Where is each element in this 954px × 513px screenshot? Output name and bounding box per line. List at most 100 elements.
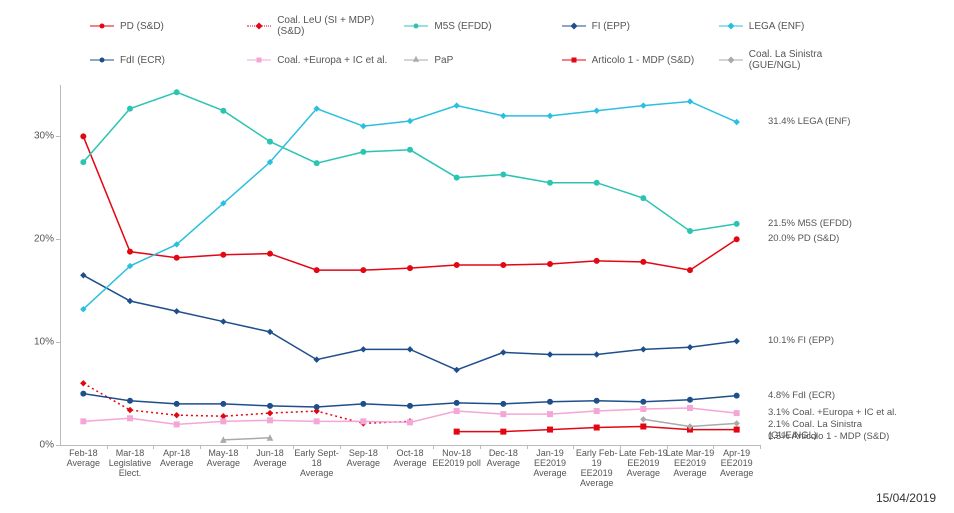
legend-item-pap: PaP xyxy=(404,49,555,71)
series-marker-pd xyxy=(641,259,646,264)
series-marker-europa xyxy=(314,419,319,424)
series-line-m5s xyxy=(83,92,736,231)
series-marker-lega xyxy=(501,113,506,118)
x-tick-label: Apr-19EE2019Average xyxy=(712,445,762,479)
series-marker-art1 xyxy=(594,425,599,430)
series-marker-europa xyxy=(128,416,133,421)
chart-lines xyxy=(60,85,760,445)
legend-swatch-icon xyxy=(247,21,271,31)
series-marker-lega xyxy=(641,103,646,108)
legend-label: Coal. +Europa + IC et al. xyxy=(277,55,387,66)
series-marker-art1 xyxy=(548,427,553,432)
series-marker-m5s xyxy=(268,139,273,144)
series-marker-fi xyxy=(501,350,506,355)
series-marker-lega xyxy=(548,113,553,118)
legend-swatch-icon xyxy=(247,55,271,65)
series-marker-m5s xyxy=(641,196,646,201)
series-marker-fdi xyxy=(594,398,599,403)
series-marker-pap xyxy=(221,437,226,442)
series-marker-pd xyxy=(548,261,553,266)
series-marker-m5s xyxy=(221,108,226,113)
series-marker-fdi xyxy=(221,401,226,406)
series-marker-m5s xyxy=(548,180,553,185)
series-marker-art1 xyxy=(454,429,459,434)
series-line-lega xyxy=(83,101,736,309)
series-marker-art1 xyxy=(734,427,739,432)
series-marker-lega xyxy=(688,99,693,104)
series-marker-fi xyxy=(174,309,179,314)
series-marker-m5s xyxy=(408,147,413,152)
legend-label: PaP xyxy=(434,55,453,66)
series-marker-fi xyxy=(688,345,693,350)
chart-date: 15/04/2019 xyxy=(876,491,936,505)
series-marker-leu xyxy=(221,414,226,419)
series-marker-fdi xyxy=(174,401,179,406)
legend: PD (S&D) Coal. LeU (SI + MDP) (S&D) M5S (E… xyxy=(90,15,870,71)
legend-item-lega: LEGA (ENF) xyxy=(719,15,870,37)
legend-label: PD (S&D) xyxy=(120,21,164,32)
x-tick-label: Early Feb-19EE2019Average xyxy=(572,445,622,489)
legend-item-m5s: M5S (EFDD) xyxy=(404,15,555,37)
x-tick-label: Feb-18Average xyxy=(58,445,108,469)
end-label-lega: 31.4% LEGA (ENF) xyxy=(768,117,850,127)
series-marker-leu xyxy=(81,381,86,386)
series-marker-fi xyxy=(734,339,739,344)
legend-item-sinistra: Coal. La Sinistra (GUE/NGL) xyxy=(719,49,870,71)
series-marker-m5s xyxy=(81,160,86,165)
series-marker-pd xyxy=(454,263,459,268)
series-marker-pd xyxy=(501,263,506,268)
series-marker-m5s xyxy=(174,90,179,95)
legend-label: FI (EPP) xyxy=(592,21,630,32)
series-marker-pd xyxy=(314,268,319,273)
series-marker-fi xyxy=(361,347,366,352)
series-line-fi xyxy=(83,275,736,370)
series-marker-m5s xyxy=(314,161,319,166)
series-marker-europa xyxy=(548,412,553,417)
series-marker-fdi xyxy=(548,399,553,404)
x-tick-label: May-18Average xyxy=(198,445,248,469)
x-tick-label: Late Mar-19EE2019Average xyxy=(665,445,715,479)
plot-area: 0%10%20%30%Feb-18AverageMar-18Legislativ… xyxy=(60,85,760,445)
end-label-europa: 3.1% Coal. +Europa + IC et al. xyxy=(768,408,897,418)
legend-item-pd: PD (S&D) xyxy=(90,15,241,37)
series-marker-europa xyxy=(641,407,646,412)
series-marker-fdi xyxy=(81,391,86,396)
polling-chart: PD (S&D) Coal. LeU (SI + MDP) (S&D) M5S (E… xyxy=(0,0,954,513)
series-marker-fi xyxy=(594,352,599,357)
series-marker-europa xyxy=(734,411,739,416)
series-marker-fdi xyxy=(641,399,646,404)
series-marker-fdi xyxy=(314,404,319,409)
series-marker-lega xyxy=(594,108,599,113)
x-tick-label: Jun-18Average xyxy=(245,445,295,469)
legend-swatch-icon xyxy=(90,21,114,31)
series-marker-europa xyxy=(501,412,506,417)
series-marker-europa xyxy=(454,409,459,414)
series-marker-m5s xyxy=(688,229,693,234)
series-line-pap xyxy=(223,438,270,440)
end-label-fi: 10.1% FI (EPP) xyxy=(768,336,834,346)
series-marker-sinistra xyxy=(641,417,646,422)
legend-label: LEGA (ENF) xyxy=(749,21,805,32)
legend-swatch-icon xyxy=(90,55,114,65)
legend-swatch-icon xyxy=(562,55,586,65)
x-tick-label: Early Sept-18Average xyxy=(292,445,342,479)
end-label-pd: 20.0% PD (S&D) xyxy=(768,234,839,244)
series-marker-pd xyxy=(734,237,739,242)
series-marker-sinistra xyxy=(734,421,739,426)
series-marker-m5s xyxy=(501,172,506,177)
x-tick-label: Sep-18Average xyxy=(338,445,388,469)
x-tick-label: Mar-18LegislativeElect. xyxy=(105,445,155,479)
legend-item-art1: Articolo 1 - MDP (S&D) xyxy=(562,49,713,71)
x-tick-label: Late Feb-19EE2019Average xyxy=(618,445,668,479)
series-marker-pd xyxy=(174,255,179,260)
series-marker-art1 xyxy=(641,424,646,429)
series-marker-m5s xyxy=(594,180,599,185)
series-marker-europa xyxy=(81,419,86,424)
series-marker-pd xyxy=(221,252,226,257)
x-tick-label: Oct-18Average xyxy=(385,445,435,469)
x-tick-label: Dec-18Average xyxy=(478,445,528,469)
legend-item-leu: Coal. LeU (SI + MDP) (S&D) xyxy=(247,15,398,37)
legend-swatch-icon xyxy=(404,55,428,65)
series-marker-fdi xyxy=(268,403,273,408)
series-marker-europa xyxy=(221,419,226,424)
